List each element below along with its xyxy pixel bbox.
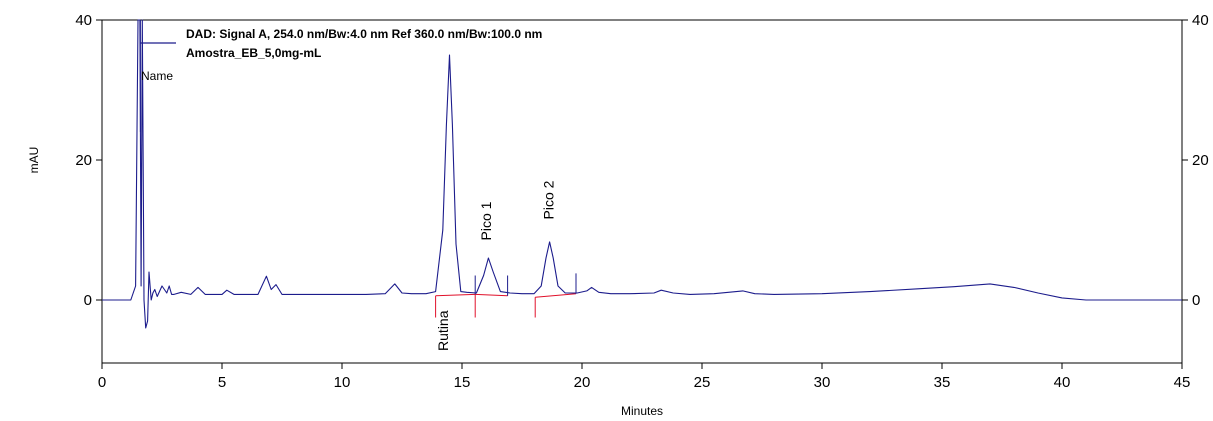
peak-label-0: Rutina	[435, 310, 451, 351]
x-axis-ticks: 0 5 10 15 20 25 30 35 40 45	[98, 363, 1191, 391]
y-tick-label-right-0: 0	[1192, 292, 1200, 309]
plot-frame	[101, 19, 1183, 364]
y-axis-left-ticks: 0 20 40	[75, 12, 102, 309]
y-tick-label-left-2: 40	[75, 12, 92, 29]
integration-ticks	[139, 20, 577, 318]
y-tick-label-left-0: 0	[84, 292, 92, 309]
y-tick-label-right-1: 20	[1192, 152, 1209, 169]
x-axis-title: Minutes	[621, 404, 663, 418]
integration-baselines	[435, 293, 577, 298]
y-tick-label-left-1: 20	[75, 152, 92, 169]
peak-labels: Rutina Pico 1 Pico 2	[435, 180, 557, 351]
x-tick-label-8: 40	[1054, 374, 1071, 391]
x-tick-label-9: 45	[1174, 374, 1191, 391]
y-tick-label-right-2: 40	[1192, 12, 1209, 29]
peak-label-1: Pico 1	[478, 201, 494, 240]
x-tick-label-0: 0	[98, 374, 106, 391]
legend-signal-text: DAD: Signal A, 254.0 nm/Bw:4.0 nm Ref 36…	[186, 27, 542, 41]
x-tick-label-3: 15	[454, 374, 471, 391]
legend: DAD: Signal A, 254.0 nm/Bw:4.0 nm Ref 36…	[140, 27, 542, 83]
baseline-segment-1	[475, 293, 508, 297]
baseline-segment-0	[435, 293, 476, 297]
x-tick-label-5: 25	[694, 374, 711, 391]
x-tick-label-4: 20	[574, 374, 591, 391]
legend-name-label: Name	[141, 69, 173, 83]
x-tick-label-1: 5	[218, 374, 226, 391]
x-tick-label-2: 10	[334, 374, 351, 391]
legend-sample-text: Amostra_EB_5,0mg-mL	[186, 46, 321, 60]
y-axis-right-ticks: 0 20 40	[1182, 12, 1209, 309]
y-axis-title: mAU	[27, 147, 41, 174]
x-tick-label-7: 35	[934, 374, 951, 391]
peak-label-2: Pico 2	[540, 180, 556, 219]
chromatogram-trace	[102, 19, 1182, 329]
series-line-0	[102, 19, 1182, 329]
baseline-segment-2	[535, 293, 577, 298]
x-tick-label-6: 30	[814, 374, 831, 391]
